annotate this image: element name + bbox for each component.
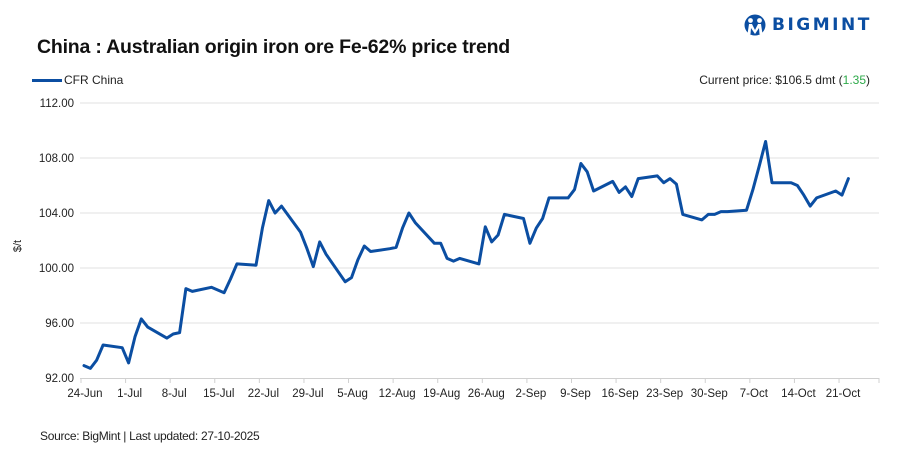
bigmint-logo: BIGMINT bbox=[744, 14, 872, 36]
chart-title: China : Australian origin iron ore Fe-62… bbox=[37, 36, 511, 58]
svg-text:15-Jul: 15-Jul bbox=[203, 388, 234, 400]
bigmint-people-icon bbox=[744, 14, 766, 36]
current-price-value: $106.5 dmt bbox=[775, 73, 836, 87]
svg-text:7-Oct: 7-Oct bbox=[740, 388, 769, 400]
svg-text:23-Sep: 23-Sep bbox=[646, 388, 683, 400]
paren-close: ) bbox=[866, 73, 870, 87]
legend-line-swatch bbox=[32, 78, 62, 82]
price-change: 1.35 bbox=[842, 73, 866, 87]
x-axis: 24-Jun 1-Jul 8-Jul 15-Jul 22-Jul 29-Jul 5-Aug 1… bbox=[67, 378, 880, 400]
svg-text:92.00: 92.00 bbox=[45, 373, 74, 385]
svg-text:21-Oct: 21-Oct bbox=[826, 388, 861, 400]
current-price: Current price: $106.5 dmt (1.35) bbox=[699, 73, 870, 87]
svg-text:96.00: 96.00 bbox=[45, 318, 74, 330]
svg-text:26-Aug: 26-Aug bbox=[468, 388, 505, 400]
svg-text:24-Jun: 24-Jun bbox=[67, 388, 102, 400]
svg-text:108.00: 108.00 bbox=[39, 153, 74, 165]
current-price-prefix: Current price: bbox=[699, 73, 776, 87]
logo-text: BIGMINT bbox=[772, 15, 872, 35]
svg-text:112.00: 112.00 bbox=[40, 98, 74, 110]
svg-text:8-Jul: 8-Jul bbox=[162, 388, 187, 400]
svg-text:19-Aug: 19-Aug bbox=[423, 388, 460, 400]
legend: CFR China bbox=[32, 73, 123, 87]
svg-text:100.00: 100.00 bbox=[39, 263, 74, 275]
svg-text:22-Jul: 22-Jul bbox=[248, 388, 279, 400]
svg-text:12-Aug: 12-Aug bbox=[379, 388, 416, 400]
svg-text:104.00: 104.00 bbox=[39, 208, 74, 220]
cfr-china-line bbox=[82, 140, 850, 370]
svg-text:5-Aug: 5-Aug bbox=[337, 388, 368, 400]
svg-text:30-Sep: 30-Sep bbox=[691, 388, 728, 400]
svg-text:2-Sep: 2-Sep bbox=[516, 388, 547, 400]
y-axis-ticks: 92.00 96.00 100.00 104.00 108.00 112.00 bbox=[39, 98, 74, 385]
legend-label: CFR China bbox=[64, 73, 124, 87]
svg-text:29-Jul: 29-Jul bbox=[292, 388, 323, 400]
svg-text:16-Sep: 16-Sep bbox=[602, 388, 639, 400]
paren-open: ( bbox=[835, 73, 843, 87]
gridlines bbox=[80, 102, 879, 324]
svg-text:1-Jul: 1-Jul bbox=[117, 388, 142, 400]
svg-text:9-Sep: 9-Sep bbox=[560, 388, 591, 400]
svg-text:14-Oct: 14-Oct bbox=[781, 388, 816, 400]
source-note: Source: BigMint | Last updated: 27-10-20… bbox=[40, 429, 260, 443]
